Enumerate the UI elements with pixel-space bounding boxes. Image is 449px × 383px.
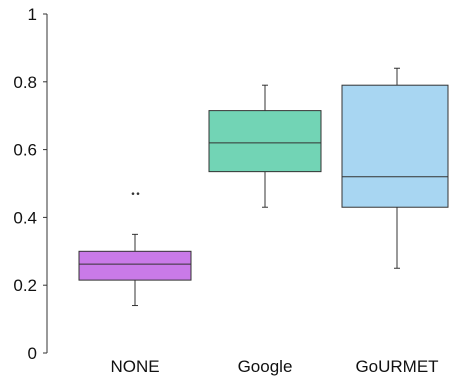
y-tick-label: 0 bbox=[28, 344, 37, 363]
plot-area bbox=[78, 67, 449, 307]
x-category-label: NONE bbox=[110, 357, 159, 376]
box-google bbox=[208, 84, 322, 208]
y-tick-label: 0.8 bbox=[13, 73, 37, 92]
x-category-label: GoURMET bbox=[355, 357, 438, 376]
box-body bbox=[78, 250, 192, 281]
x-category-label: Google bbox=[238, 357, 293, 376]
outlier-point bbox=[136, 192, 140, 195]
outlier-point bbox=[131, 192, 135, 195]
y-tick-label: 0.2 bbox=[13, 276, 37, 295]
box-gourmet bbox=[341, 67, 449, 269]
y-tick-label: 0.6 bbox=[13, 141, 37, 160]
y-tick-label: 0.4 bbox=[13, 208, 37, 227]
x-axis-labels: NONE Google GoURMET bbox=[110, 357, 438, 376]
box-none bbox=[78, 192, 192, 307]
y-axis: 0 0.2 0.4 0.6 0.8 1 bbox=[13, 5, 48, 363]
box-body bbox=[341, 84, 449, 208]
box-body bbox=[208, 110, 322, 173]
y-tick-label: 1 bbox=[28, 5, 37, 24]
